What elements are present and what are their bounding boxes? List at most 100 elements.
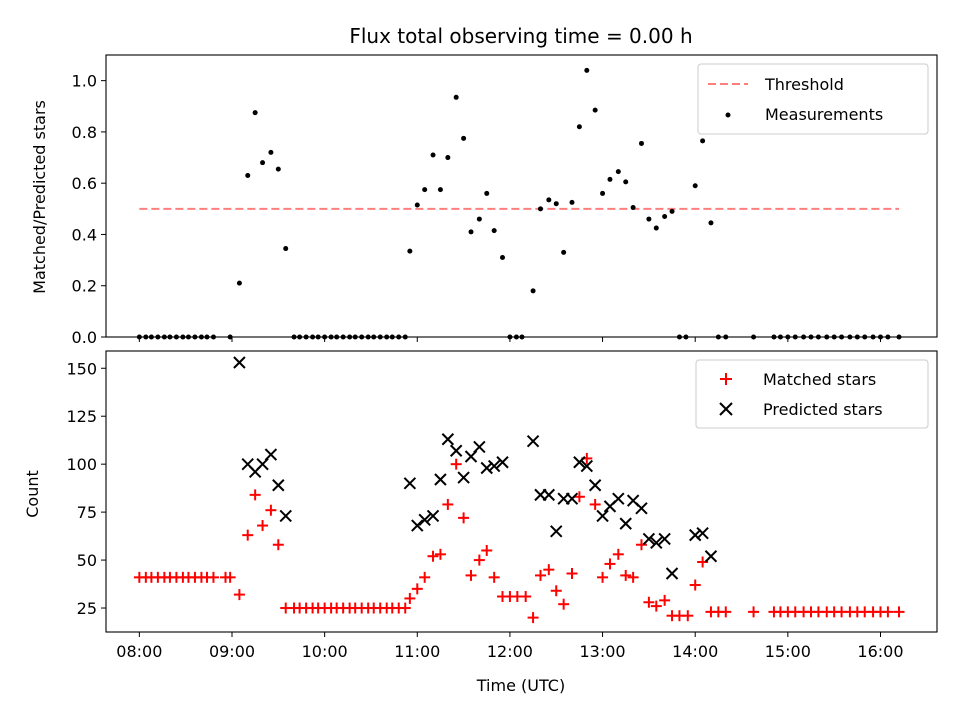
predicted-star-point xyxy=(487,459,501,473)
predicted-star-point xyxy=(473,440,486,454)
matched-star-point xyxy=(442,498,454,510)
measurement-point xyxy=(584,67,590,73)
matched-star-point xyxy=(473,554,485,566)
bottom-x-tick-label: 14:00 xyxy=(672,642,718,661)
measurement-point xyxy=(407,248,413,254)
matched-star-point xyxy=(458,512,470,524)
matched-star-point xyxy=(566,567,578,579)
measurement-point xyxy=(260,160,266,166)
top-y-tick-label: 0.4 xyxy=(72,225,97,244)
measurement-point xyxy=(268,149,274,155)
measurement-point xyxy=(468,229,474,235)
measurement-point xyxy=(245,172,251,178)
bottom-y-tick-label: 150 xyxy=(66,359,97,378)
top-y-tick-label: 0.8 xyxy=(72,123,97,142)
bottom-legend-box xyxy=(695,359,929,429)
top-legend-box xyxy=(697,63,929,135)
bottom-chart-plot-area xyxy=(133,356,905,624)
predicted-star-point xyxy=(596,509,609,523)
predicted-star-point xyxy=(704,550,718,563)
predicted-star-point xyxy=(496,456,509,469)
matched-star-point xyxy=(643,596,655,608)
matched-star-point xyxy=(249,489,261,501)
predicted-star-point xyxy=(449,444,463,457)
measurement-point xyxy=(546,197,552,203)
predicted-star-point xyxy=(542,488,556,502)
measurement-point xyxy=(445,155,451,161)
measurement-point xyxy=(491,228,497,234)
predicted-star-point xyxy=(573,456,586,469)
bottom-y-tick-label: 25 xyxy=(77,599,97,618)
predicted-legend-label: Predicted stars xyxy=(763,400,883,419)
predicted-star-point xyxy=(612,492,625,505)
matched-star-point xyxy=(520,591,532,603)
measurement-point xyxy=(530,288,536,294)
bottom-chart-legend: Matched stars Predicted stars xyxy=(695,359,929,429)
measurement-point xyxy=(537,206,543,212)
matched-star-point xyxy=(242,529,254,541)
measurement-point xyxy=(708,220,714,226)
measurement-point xyxy=(700,138,706,144)
measurement-point xyxy=(569,199,575,205)
bottom-x-tick-label: 12:00 xyxy=(487,642,533,661)
matched-star-point xyxy=(573,491,585,503)
predicted-star-point xyxy=(580,459,594,473)
matched-star-point xyxy=(411,583,423,595)
matched-star-point xyxy=(233,589,245,601)
measurement-point xyxy=(607,176,613,182)
top-chart-ylabel: Matched/Predicted stars xyxy=(30,100,49,294)
bottom-x-tick-label: 13:00 xyxy=(580,642,626,661)
matched-star-point xyxy=(589,498,601,510)
measurements-legend-label: Measurements xyxy=(765,105,883,124)
matched-star-point xyxy=(419,571,431,583)
top-chart-frame xyxy=(105,54,938,338)
matched-star-point xyxy=(682,610,694,622)
matched-star-point xyxy=(465,569,477,581)
predicted-star-point xyxy=(635,502,648,515)
top-chart-legend: Threshold Measurements xyxy=(697,63,929,135)
bottom-chart-frame xyxy=(105,350,938,633)
measurement-point xyxy=(252,110,258,116)
bottom-x-tick-label: 10:00 xyxy=(302,642,348,661)
predicted-star-point xyxy=(665,567,679,580)
predicted-star-point xyxy=(411,519,424,532)
matched-star-point xyxy=(434,548,446,560)
matched-star-point xyxy=(597,571,609,583)
bottom-y-tick-label: 125 xyxy=(66,407,97,426)
matched-star-point xyxy=(527,612,539,624)
matched-star-point xyxy=(650,600,662,612)
measurement-point xyxy=(476,216,482,222)
measurement-point xyxy=(646,216,652,222)
matched-star-point xyxy=(604,558,616,570)
predicted-star-point xyxy=(550,525,563,538)
measurement-point xyxy=(561,249,567,255)
matched-star-point xyxy=(272,539,284,551)
measurement-point xyxy=(576,124,582,130)
matched-star-point xyxy=(882,606,894,618)
bottom-chart-x-ticks: 08:00 09:00 10:00 11:00 12:00 13:00 14:00 15:00… xyxy=(116,632,904,661)
matched-star-point xyxy=(543,564,555,576)
measurement-point xyxy=(653,225,659,231)
measurement-point xyxy=(484,190,490,196)
matched-star-point xyxy=(558,598,570,610)
predicted-star-point xyxy=(658,532,671,546)
top-y-tick-label: 1.0 xyxy=(72,72,97,91)
matched-star-point xyxy=(720,606,732,618)
top-chart-panel: 0.0 0.2 0.4 0.6 0.8 1.0 Threshold Measurement… xyxy=(72,54,938,347)
matched-star-point xyxy=(689,579,701,591)
matched-star-point xyxy=(404,592,416,604)
measurement-point xyxy=(461,135,467,141)
matched-star-point xyxy=(748,606,760,618)
bottom-x-tick-label: 08:00 xyxy=(116,642,162,661)
matched-star-point xyxy=(534,569,546,581)
predicted-star-point xyxy=(279,509,292,523)
top-chart-y-ticks: 0.0 0.2 0.4 0.6 0.8 1.0 xyxy=(72,72,106,347)
bottom-chart-ylabel: Count xyxy=(23,470,42,518)
threshold-legend-label: Threshold xyxy=(764,75,844,94)
top-y-tick-label: 0.2 xyxy=(72,277,97,296)
measurement-point xyxy=(453,94,459,100)
measurement-point xyxy=(623,179,629,185)
matched-star-point xyxy=(399,602,411,614)
bottom-x-tick-label: 09:00 xyxy=(209,642,255,661)
matched-star-point xyxy=(481,544,493,556)
